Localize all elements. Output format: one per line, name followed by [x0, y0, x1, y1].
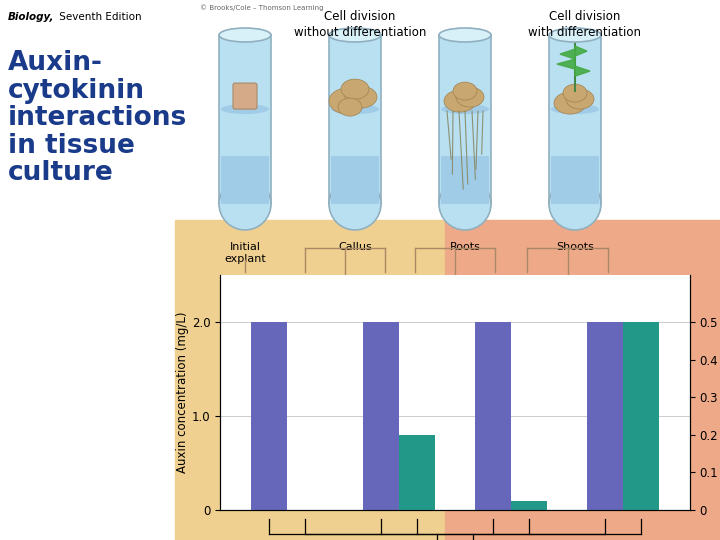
Text: Shoots: Shoots — [556, 242, 594, 252]
Text: Roots: Roots — [449, 242, 480, 252]
Bar — [551, 156, 599, 204]
Bar — [511, 501, 546, 510]
Ellipse shape — [566, 89, 594, 109]
Ellipse shape — [219, 28, 271, 42]
Ellipse shape — [345, 86, 377, 108]
Ellipse shape — [551, 104, 599, 114]
Bar — [441, 156, 489, 204]
Polygon shape — [575, 46, 587, 56]
Bar — [219, 35, 271, 204]
Bar — [221, 156, 269, 204]
Ellipse shape — [341, 79, 369, 99]
Ellipse shape — [439, 178, 491, 230]
Ellipse shape — [563, 84, 587, 102]
Text: Callus: Callus — [338, 242, 372, 252]
Bar — [549, 35, 601, 204]
Text: Seventh Edition: Seventh Edition — [56, 12, 142, 22]
Ellipse shape — [331, 104, 379, 114]
Bar — [587, 322, 623, 510]
FancyBboxPatch shape — [233, 83, 257, 109]
Ellipse shape — [549, 28, 601, 42]
Ellipse shape — [441, 104, 489, 114]
Ellipse shape — [329, 28, 381, 42]
Text: Cell division
without differentiation: Cell division without differentiation — [294, 10, 426, 39]
Ellipse shape — [221, 104, 269, 114]
Text: © Brooks/Cole – Thomson Learning: © Brooks/Cole – Thomson Learning — [200, 4, 323, 11]
Bar — [331, 156, 379, 204]
Ellipse shape — [219, 178, 271, 230]
Bar — [439, 35, 491, 204]
Ellipse shape — [439, 28, 491, 42]
Text: Biology,: Biology, — [8, 12, 55, 22]
Ellipse shape — [444, 90, 476, 112]
Text: Cell division
with differentiation: Cell division with differentiation — [528, 10, 642, 39]
Polygon shape — [560, 49, 575, 59]
Ellipse shape — [554, 92, 586, 114]
Bar — [175, 220, 445, 540]
Y-axis label: Auxin concentration (mg/L): Auxin concentration (mg/L) — [176, 312, 189, 473]
Polygon shape — [557, 59, 575, 69]
Bar — [363, 322, 399, 510]
Bar — [475, 322, 511, 510]
Bar — [399, 435, 435, 510]
Ellipse shape — [549, 178, 601, 230]
Bar — [329, 35, 381, 204]
Ellipse shape — [456, 87, 484, 107]
Ellipse shape — [453, 82, 477, 100]
Polygon shape — [575, 66, 590, 76]
Bar — [623, 322, 659, 510]
Text: Auxin-
cytokinin
interactions
in tissue
culture: Auxin- cytokinin interactions in tissue … — [8, 50, 187, 186]
Bar — [251, 322, 287, 510]
Bar — [445, 220, 720, 540]
Ellipse shape — [329, 88, 365, 114]
Text: Initial
explant: Initial explant — [224, 242, 266, 264]
Ellipse shape — [329, 178, 381, 230]
Ellipse shape — [338, 98, 362, 116]
